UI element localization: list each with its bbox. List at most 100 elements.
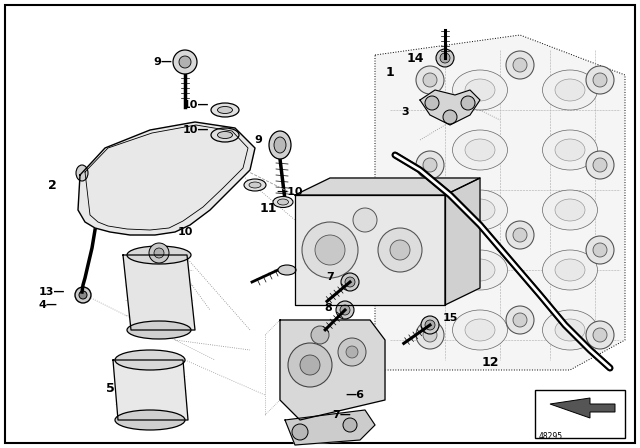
Ellipse shape <box>269 131 291 159</box>
Circle shape <box>593 73 607 87</box>
Circle shape <box>586 66 614 94</box>
Text: 48295: 48295 <box>539 432 563 441</box>
Circle shape <box>423 328 437 342</box>
Polygon shape <box>280 320 385 420</box>
Polygon shape <box>78 122 255 235</box>
Circle shape <box>506 51 534 79</box>
Circle shape <box>154 248 164 258</box>
Text: —6: —6 <box>346 390 365 400</box>
Circle shape <box>506 306 534 334</box>
Ellipse shape <box>218 132 232 138</box>
Ellipse shape <box>76 165 88 181</box>
Circle shape <box>593 158 607 172</box>
Circle shape <box>593 243 607 257</box>
Ellipse shape <box>452 250 508 290</box>
Ellipse shape <box>555 139 585 161</box>
Circle shape <box>513 228 527 242</box>
Circle shape <box>421 316 439 334</box>
Polygon shape <box>445 178 480 305</box>
Text: 10—: 10— <box>183 125 209 135</box>
Circle shape <box>423 243 437 257</box>
Circle shape <box>311 326 329 344</box>
Text: 12: 12 <box>481 356 499 369</box>
Text: 2: 2 <box>47 178 56 191</box>
Text: 7: 7 <box>326 272 334 282</box>
Circle shape <box>416 66 444 94</box>
Ellipse shape <box>127 246 191 264</box>
Ellipse shape <box>278 265 296 275</box>
Polygon shape <box>420 90 480 125</box>
Ellipse shape <box>543 250 598 290</box>
Circle shape <box>378 228 422 272</box>
Text: 10: 10 <box>177 227 193 237</box>
Ellipse shape <box>249 182 261 188</box>
Circle shape <box>302 222 358 278</box>
Ellipse shape <box>278 199 289 205</box>
Ellipse shape <box>274 137 286 153</box>
Text: 8: 8 <box>324 303 332 313</box>
Circle shape <box>292 424 308 440</box>
Ellipse shape <box>452 130 508 170</box>
Ellipse shape <box>273 197 293 207</box>
Ellipse shape <box>211 128 239 142</box>
Ellipse shape <box>115 350 185 370</box>
Circle shape <box>173 50 197 74</box>
Circle shape <box>341 273 359 291</box>
Circle shape <box>315 235 345 265</box>
Ellipse shape <box>543 310 598 350</box>
Ellipse shape <box>218 107 232 113</box>
Circle shape <box>338 338 366 366</box>
Circle shape <box>288 343 332 387</box>
Ellipse shape <box>543 70 598 110</box>
Circle shape <box>416 151 444 179</box>
Ellipse shape <box>127 321 191 339</box>
Circle shape <box>443 110 457 124</box>
Text: 10—: 10— <box>183 100 209 110</box>
Text: 9: 9 <box>254 135 262 145</box>
Circle shape <box>440 53 450 63</box>
Circle shape <box>461 96 475 110</box>
Text: 13—: 13— <box>39 287 65 297</box>
Ellipse shape <box>465 199 495 221</box>
Circle shape <box>346 346 358 358</box>
PathPatch shape <box>375 35 625 370</box>
Ellipse shape <box>543 190 598 230</box>
Circle shape <box>586 321 614 349</box>
Ellipse shape <box>115 410 185 430</box>
Circle shape <box>586 236 614 264</box>
Polygon shape <box>285 410 375 445</box>
Text: 14: 14 <box>406 52 424 65</box>
Ellipse shape <box>555 259 585 281</box>
Ellipse shape <box>555 79 585 101</box>
Circle shape <box>425 96 439 110</box>
Polygon shape <box>550 398 615 418</box>
Circle shape <box>300 355 320 375</box>
Circle shape <box>75 287 91 303</box>
Circle shape <box>423 73 437 87</box>
Circle shape <box>513 58 527 72</box>
Text: 1: 1 <box>386 65 394 78</box>
Text: 5: 5 <box>106 382 115 395</box>
Circle shape <box>416 321 444 349</box>
Circle shape <box>336 301 354 319</box>
Text: —10: —10 <box>276 187 303 197</box>
Circle shape <box>340 305 350 315</box>
Text: 4—: 4— <box>38 300 58 310</box>
Ellipse shape <box>555 199 585 221</box>
Ellipse shape <box>465 79 495 101</box>
Ellipse shape <box>452 190 508 230</box>
Circle shape <box>506 221 534 249</box>
Polygon shape <box>295 178 480 195</box>
Circle shape <box>425 320 435 330</box>
FancyBboxPatch shape <box>5 5 635 443</box>
Circle shape <box>79 291 87 299</box>
Circle shape <box>179 56 191 68</box>
Text: 11: 11 <box>259 202 276 215</box>
Polygon shape <box>123 255 195 330</box>
Text: 15: 15 <box>442 313 458 323</box>
Ellipse shape <box>465 319 495 341</box>
Circle shape <box>436 49 454 67</box>
Circle shape <box>513 313 527 327</box>
Ellipse shape <box>465 139 495 161</box>
Ellipse shape <box>452 70 508 110</box>
